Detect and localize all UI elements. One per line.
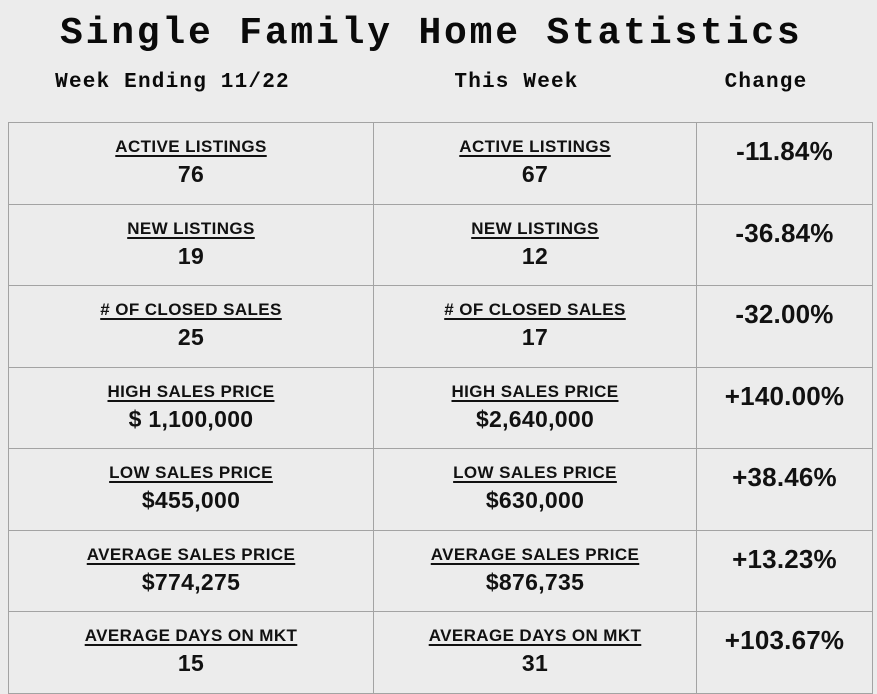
stat-value: 12 — [521, 242, 549, 269]
cell-new-listings-last-week: NEW LISTINGS 19 — [9, 204, 374, 286]
cell-average-days-on-mkt-this-week: AVERAGE DAYS ON MKT 31 — [374, 612, 697, 694]
stat-value: 25 — [177, 324, 205, 351]
stat-value: $ 1,100,000 — [128, 405, 254, 432]
stat-label: NEW LISTINGS — [471, 218, 599, 238]
stat-value: $455,000 — [141, 487, 241, 514]
page-title: Single Family Home Statistics — [60, 12, 803, 55]
stat-value: $630,000 — [485, 487, 585, 514]
cell-high-sales-price-this-week: HIGH SALES PRICE $2,640,000 — [374, 367, 697, 449]
cell-average-sales-price-last-week: AVERAGE SALES PRICE $774,275 — [9, 530, 374, 612]
stat-label: LOW SALES PRICE — [109, 463, 273, 482]
cell-average-sales-price-this-week: AVERAGE SALES PRICE $876,735 — [374, 530, 697, 612]
stat-label: ACTIVE LISTINGS — [115, 137, 267, 156]
cell-high-sales-price-last-week: HIGH SALES PRICE $ 1,100,000 — [9, 367, 374, 449]
stat-label: LOW SALES PRICE — [453, 463, 617, 482]
column-headers: Week Ending 11/22 This Week Change — [8, 71, 872, 94]
change-value: -32.00% — [735, 299, 834, 329]
stat-label: NEW LISTINGS — [127, 218, 255, 238]
stat-label: # OF CLOSED SALES — [444, 300, 626, 319]
cell-new-listings-change: -36.84% — [697, 204, 873, 286]
stat-value: 31 — [521, 650, 549, 677]
stat-label: AVERAGE SALES PRICE — [430, 544, 640, 564]
change-value: +38.46% — [732, 462, 837, 492]
cell-closed-sales-last-week: # OF CLOSED SALES 25 — [9, 286, 374, 368]
change-value: +140.00% — [724, 380, 845, 411]
cell-active-listings-this-week: ACTIVE LISTINGS 67 — [374, 123, 697, 205]
cell-low-sales-price-change: +38.46% — [697, 449, 873, 531]
stat-value: $774,275 — [141, 568, 241, 595]
cell-active-listings-change: -11.84% — [697, 123, 873, 205]
stat-label: # OF CLOSED SALES — [100, 300, 282, 319]
statistics-table: ACTIVE LISTINGS 76 ACTIVE LISTINGS 67 -1… — [8, 122, 873, 694]
column-header-this-week: This Week — [454, 71, 579, 94]
column-header-change: Change — [724, 71, 808, 94]
cell-low-sales-price-last-week: LOW SALES PRICE $455,000 — [9, 449, 374, 531]
stat-label: AVERAGE DAYS ON MKT — [84, 626, 298, 645]
stat-label: HIGH SALES PRICE — [107, 381, 275, 401]
change-value: +103.67% — [724, 625, 845, 655]
cell-average-sales-price-change: +13.23% — [697, 530, 873, 612]
stat-value: 19 — [177, 242, 205, 269]
stat-value: 67 — [521, 161, 549, 188]
change-value: +13.23% — [732, 543, 837, 574]
stat-label: ACTIVE LISTINGS — [459, 137, 611, 156]
cell-active-listings-last-week: ACTIVE LISTINGS 76 — [9, 123, 374, 205]
stat-value: 76 — [177, 161, 205, 188]
stat-value: 17 — [521, 324, 549, 351]
change-value: -11.84% — [736, 136, 833, 166]
stat-label: AVERAGE DAYS ON MKT — [428, 626, 642, 645]
cell-closed-sales-this-week: # OF CLOSED SALES 17 — [374, 286, 697, 368]
stat-label: AVERAGE SALES PRICE — [86, 544, 296, 564]
cell-average-days-on-mkt-change: +103.67% — [697, 612, 873, 694]
cell-closed-sales-change: -32.00% — [697, 286, 873, 368]
cell-average-days-on-mkt-last-week: AVERAGE DAYS ON MKT 15 — [9, 612, 374, 694]
stat-value: 15 — [177, 650, 205, 677]
cell-high-sales-price-change: +140.00% — [697, 367, 873, 449]
stat-label: HIGH SALES PRICE — [451, 381, 619, 401]
stat-value: $876,735 — [485, 568, 585, 595]
stat-value: $2,640,000 — [475, 405, 595, 432]
change-value: -36.84% — [735, 217, 834, 248]
cell-new-listings-this-week: NEW LISTINGS 12 — [374, 204, 697, 286]
column-header-week-ending: Week Ending 11/22 — [55, 71, 290, 94]
cell-low-sales-price-this-week: LOW SALES PRICE $630,000 — [374, 449, 697, 531]
